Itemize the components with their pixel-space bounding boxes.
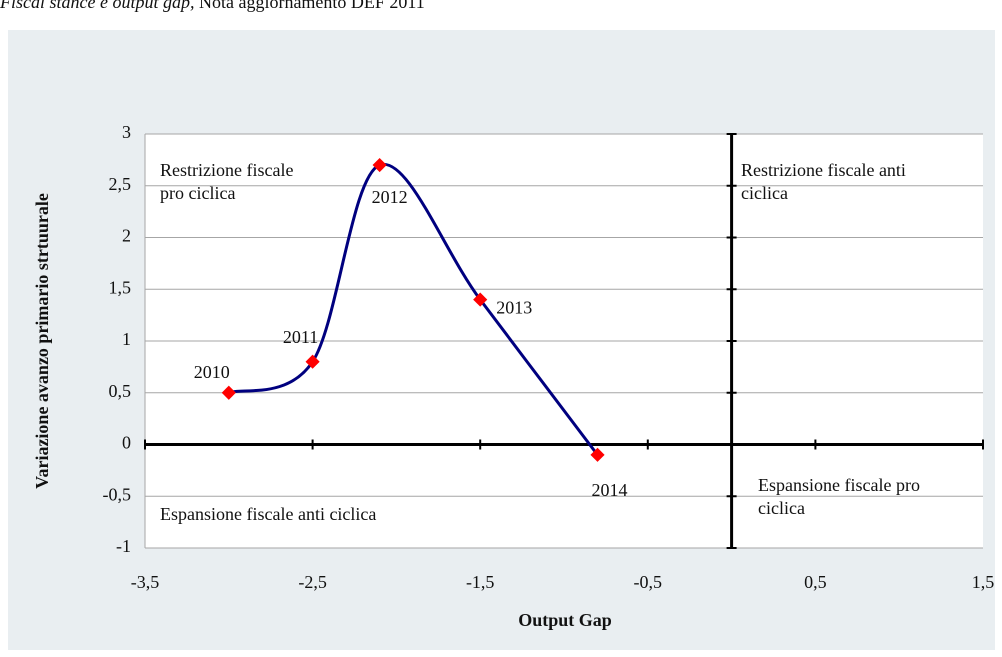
title-rest: Nota aggiornamento DEF 2011	[199, 0, 425, 12]
y-tick-label: 2	[122, 226, 131, 246]
marker	[473, 292, 488, 307]
y-axis-title: Variazione avanzo primario strtuurale	[32, 193, 52, 489]
y-tick-label: 0	[122, 433, 131, 453]
point-label: 2012	[372, 187, 408, 207]
marker	[305, 354, 320, 369]
chart-title: Fiscal stance e output gap, Nota aggiorn…	[0, 0, 425, 12]
quadrant-label: ciclica	[741, 183, 788, 203]
quadrant-label: Espansione fiscale anti ciclica	[160, 504, 376, 524]
y-tick-label: 2,5	[109, 174, 132, 194]
quadrant-label: pro ciclica	[160, 183, 235, 203]
y-tick-label: 1	[122, 329, 131, 349]
marker	[221, 385, 236, 400]
point-label: 2010	[194, 362, 230, 382]
marker	[372, 157, 387, 173]
quadrant-label: Restrizione fiscale	[160, 160, 293, 180]
quadrant-label: Restrizione fiscale anti	[741, 160, 906, 180]
y-tick-label: 0,5	[109, 381, 132, 401]
marker	[590, 447, 605, 462]
y-tick-label: -0,5	[103, 484, 132, 504]
x-tick-label: -0,5	[634, 572, 663, 592]
quadrant-label: Espansione fiscale pro	[758, 475, 920, 495]
point-label: 2011	[283, 327, 318, 347]
x-tick-label: -3,5	[131, 572, 160, 592]
x-axis-title: Output Gap	[518, 610, 612, 630]
x-tick-label: -1,5	[466, 572, 495, 592]
point-label: 2014	[592, 480, 628, 500]
x-tick-label: 1,5	[972, 572, 995, 592]
point-label: 2013	[496, 298, 532, 318]
y-tick-label: 1,5	[109, 277, 132, 297]
x-tick-label: 0,5	[804, 572, 827, 592]
y-tick-label: 3	[122, 122, 131, 142]
quadrant-label: ciclica	[758, 498, 805, 518]
x-tick-label: -2,5	[298, 572, 327, 592]
title-italic: Fiscal stance e output gap,	[0, 0, 194, 12]
y-tick-label: -1	[116, 536, 131, 556]
